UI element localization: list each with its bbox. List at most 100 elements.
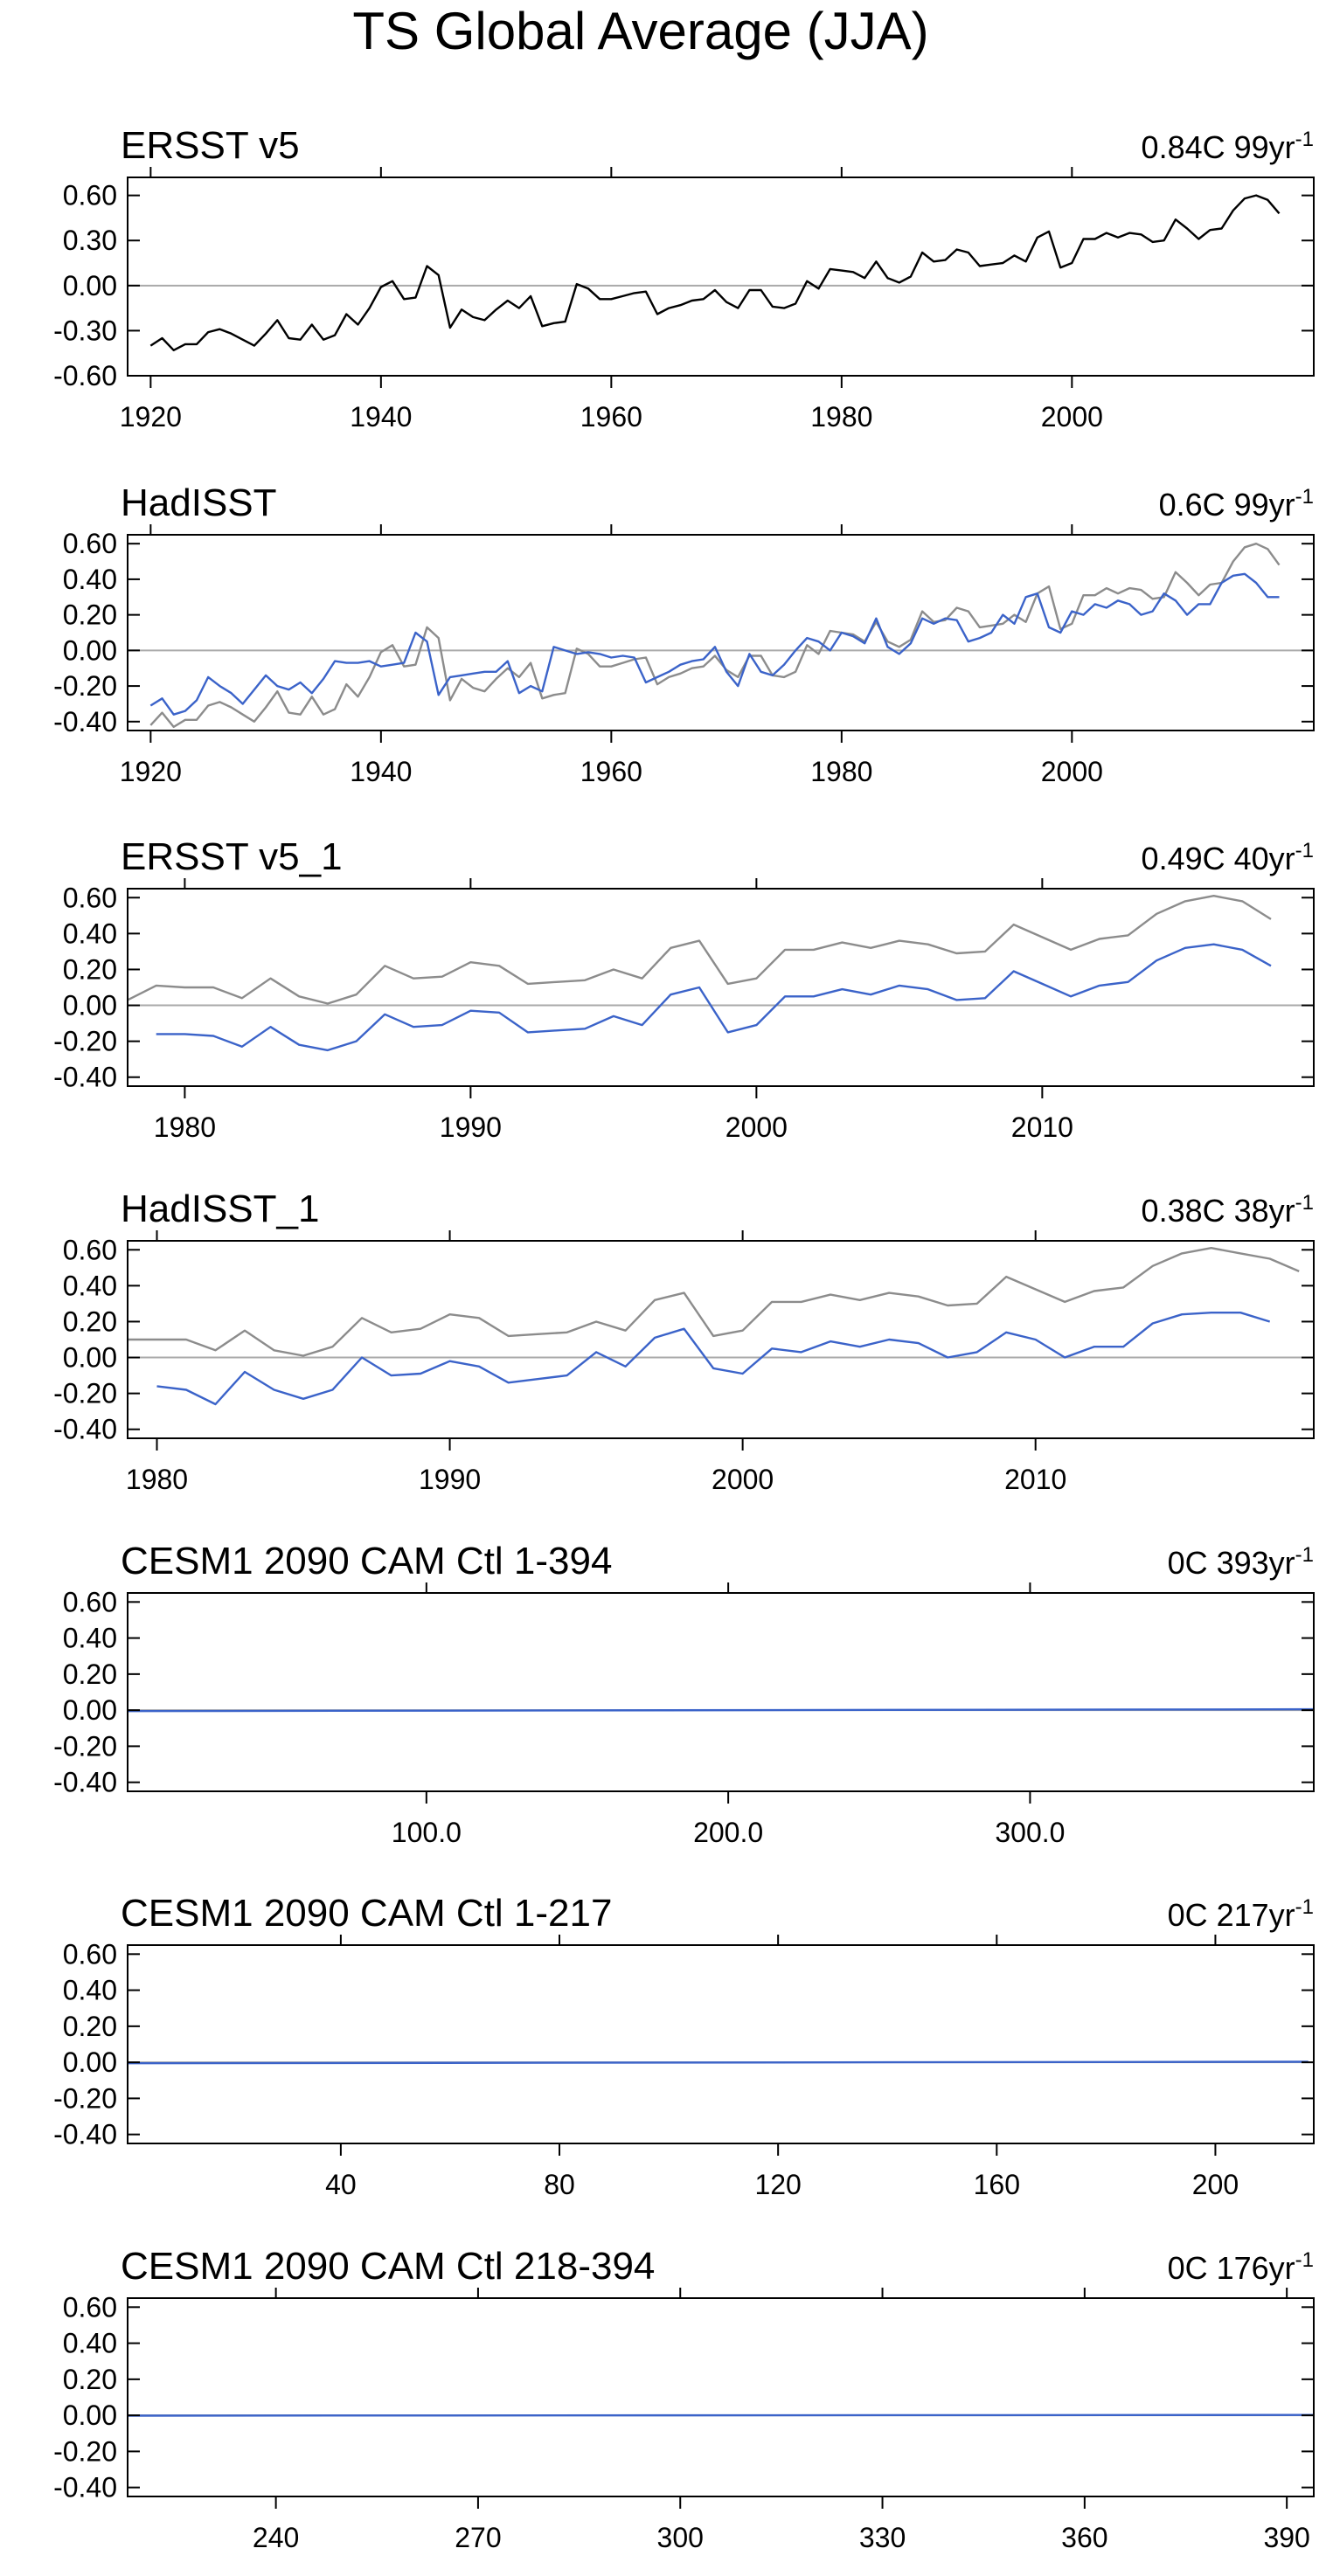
series-line-2 — [156, 943, 1272, 1052]
trend-value: 0.49C 40yr — [1142, 841, 1295, 876]
trend-value: 0.84C 99yr — [1142, 129, 1295, 165]
plot-frame — [127, 1592, 1315, 1792]
y-tick-label: -0.40 — [53, 2119, 117, 2150]
y-tick-label: 0.60 — [63, 1938, 117, 1970]
x-tick-label: 2010 — [1004, 1464, 1066, 1495]
trend-superscript: -1 — [1295, 839, 1314, 862]
x-tick-label: 300 — [657, 2522, 704, 2553]
plot-frame — [127, 1944, 1315, 2144]
trend-label: 0.49C 40yr-1 — [1142, 839, 1314, 876]
panel-4: HadISST_1 0.38C 38yr-1 0.60 0.40 0.20 0.00 -0.… — [53, 1188, 1315, 1495]
x-tick-label: 160 — [974, 2169, 1020, 2200]
series-line-2 — [149, 572, 1280, 716]
plot-frame — [127, 534, 1315, 731]
panel-7: CESM1 2090 CAM Ctl 218-394 0C 176yr-1 0.60… — [53, 2245, 1315, 2553]
y-tick-label: 0.40 — [63, 1975, 117, 2006]
trend-superscript: -1 — [1295, 1895, 1314, 1919]
y-tick-label: 0.40 — [63, 1270, 117, 1301]
y-tick-label: 0.20 — [63, 1658, 117, 1690]
x-tick-label: 2000 — [725, 1111, 788, 1143]
y-tick-label: 0.60 — [63, 528, 117, 559]
trend-label: 0.84C 99yr-1 — [1142, 128, 1314, 165]
panel-title: HadISST — [121, 481, 277, 524]
x-tick-label: 1920 — [120, 756, 182, 787]
x-tick-label: 240 — [253, 2522, 299, 2553]
y-tick-label: -0.30 — [53, 315, 117, 346]
y-tick-label: 0.20 — [63, 1305, 117, 1337]
trend-value: 0.38C 38yr — [1142, 1193, 1295, 1229]
x-tick-label: 300.0 — [995, 1817, 1065, 1848]
y-tick-label: 0.00 — [63, 1694, 117, 1726]
x-tick-label: 1980 — [154, 1111, 216, 1143]
x-tick-label: 100.0 — [392, 1817, 462, 1848]
y-tick-label: -0.40 — [53, 1062, 117, 1093]
panel-title: ERSST v5_1 — [121, 835, 343, 878]
y-tick-label: 0.20 — [63, 2364, 117, 2395]
y-tick-label: 0.30 — [63, 225, 117, 256]
y-tick-label: 0.60 — [63, 1586, 117, 1617]
x-tick-label: 2000 — [1041, 756, 1103, 787]
y-tick-label: 0.20 — [63, 2011, 117, 2042]
series-line-1 — [128, 1246, 1300, 1357]
trend-superscript: -1 — [1295, 485, 1314, 509]
plot-frame — [127, 888, 1315, 1087]
panel-2: HadISST 0.6C 99yr-1 0.60 0.40 0.200.00 -0.20 -… — [53, 481, 1315, 787]
series-line-1 — [127, 894, 1272, 1005]
y-tick-label: 0.00 — [63, 2399, 117, 2431]
y-tick-label: 0.60 — [63, 1234, 117, 1265]
y-tick-label: 0.60 — [63, 2291, 117, 2323]
y-tick-label: 0.40 — [63, 564, 117, 595]
y-tick-label: -0.60 — [53, 360, 117, 391]
y-tick-label: -0.40 — [53, 706, 117, 737]
x-tick-label: 80 — [544, 2169, 575, 2200]
x-tick-label: 360 — [1061, 2522, 1107, 2553]
x-tick-label: 1920 — [120, 401, 182, 433]
panel-title: CESM1 2090 CAM Ctl 218-394 — [121, 2245, 655, 2288]
x-tick-label: 1960 — [580, 401, 642, 433]
y-tick-label: 0.00 — [63, 634, 117, 666]
plot-frame — [127, 2297, 1315, 2497]
y-tick-label: 0.60 — [63, 180, 117, 211]
trend-value: 0C 217yr — [1168, 1897, 1295, 1933]
trend-label: 0C 217yr-1 — [1168, 1895, 1314, 1933]
x-tick-label: 1960 — [580, 756, 642, 787]
panel-1: ERSST v5 0.84C 99yr-1 0.60 0.30 0.00 -0.30 -0.… — [53, 124, 1315, 433]
x-tick-label: 1980 — [810, 756, 872, 787]
trend-superscript: -1 — [1295, 1543, 1314, 1567]
x-tick-label: 270 — [455, 2522, 501, 2553]
x-tick-label: 200 — [1192, 2169, 1239, 2200]
trend-value: 0.6C 99yr — [1159, 487, 1295, 523]
series-line-1 — [149, 543, 1281, 729]
x-tick-label: 120 — [754, 2169, 801, 2200]
y-tick-label: -0.40 — [53, 1414, 117, 1445]
panel-3: ERSST v5_1 0.49C 40yr-1 0.60 0.40 0.20 0.00 -0… — [53, 835, 1315, 1143]
trend-label: 0C 393yr-1 — [1168, 1543, 1314, 1581]
panel-5: CESM1 2090 CAM Ctl 1-394 0C 393yr-1 0.60 0.… — [53, 1540, 1315, 1848]
panel-title: CESM1 2090 CAM Ctl 1-217 — [121, 1892, 612, 1935]
y-tick-label: 0.40 — [63, 2328, 117, 2359]
y-tick-label: -0.20 — [53, 2082, 117, 2114]
y-tick-label: -0.20 — [53, 670, 117, 702]
panel-title: CESM1 2090 CAM Ctl 1-394 — [121, 1540, 612, 1582]
y-tick-label: 0.40 — [63, 1623, 117, 1654]
series-line-1 — [149, 194, 1281, 351]
y-tick-label: 0.40 — [63, 918, 117, 949]
x-tick-label: 200.0 — [693, 1817, 763, 1848]
plot-frame — [127, 177, 1315, 377]
y-tick-label: -0.20 — [53, 1026, 117, 1057]
trend-label: 0.38C 38yr-1 — [1142, 1191, 1314, 1229]
figure-title: TS Global Average (JJA) — [352, 2, 928, 60]
panel-6: CESM1 2090 CAM Ctl 1-217 0C 217yr-1 0.60 0.… — [53, 1892, 1315, 2200]
y-tick-label: 0.20 — [63, 599, 117, 631]
y-tick-label: -0.20 — [53, 1730, 117, 1762]
trend-label: 0.6C 99yr-1 — [1159, 485, 1314, 523]
y-tick-label: 0.00 — [63, 990, 117, 1021]
panel-title: HadISST_1 — [121, 1188, 319, 1230]
y-tick-label: 0.00 — [63, 2046, 117, 2078]
trend-value: 0C 176yr — [1168, 2250, 1295, 2286]
x-tick-label: 1990 — [419, 1464, 481, 1495]
x-tick-label: 1990 — [440, 1111, 502, 1143]
trend-superscript: -1 — [1295, 2248, 1314, 2272]
plot-frame — [127, 1240, 1315, 1439]
